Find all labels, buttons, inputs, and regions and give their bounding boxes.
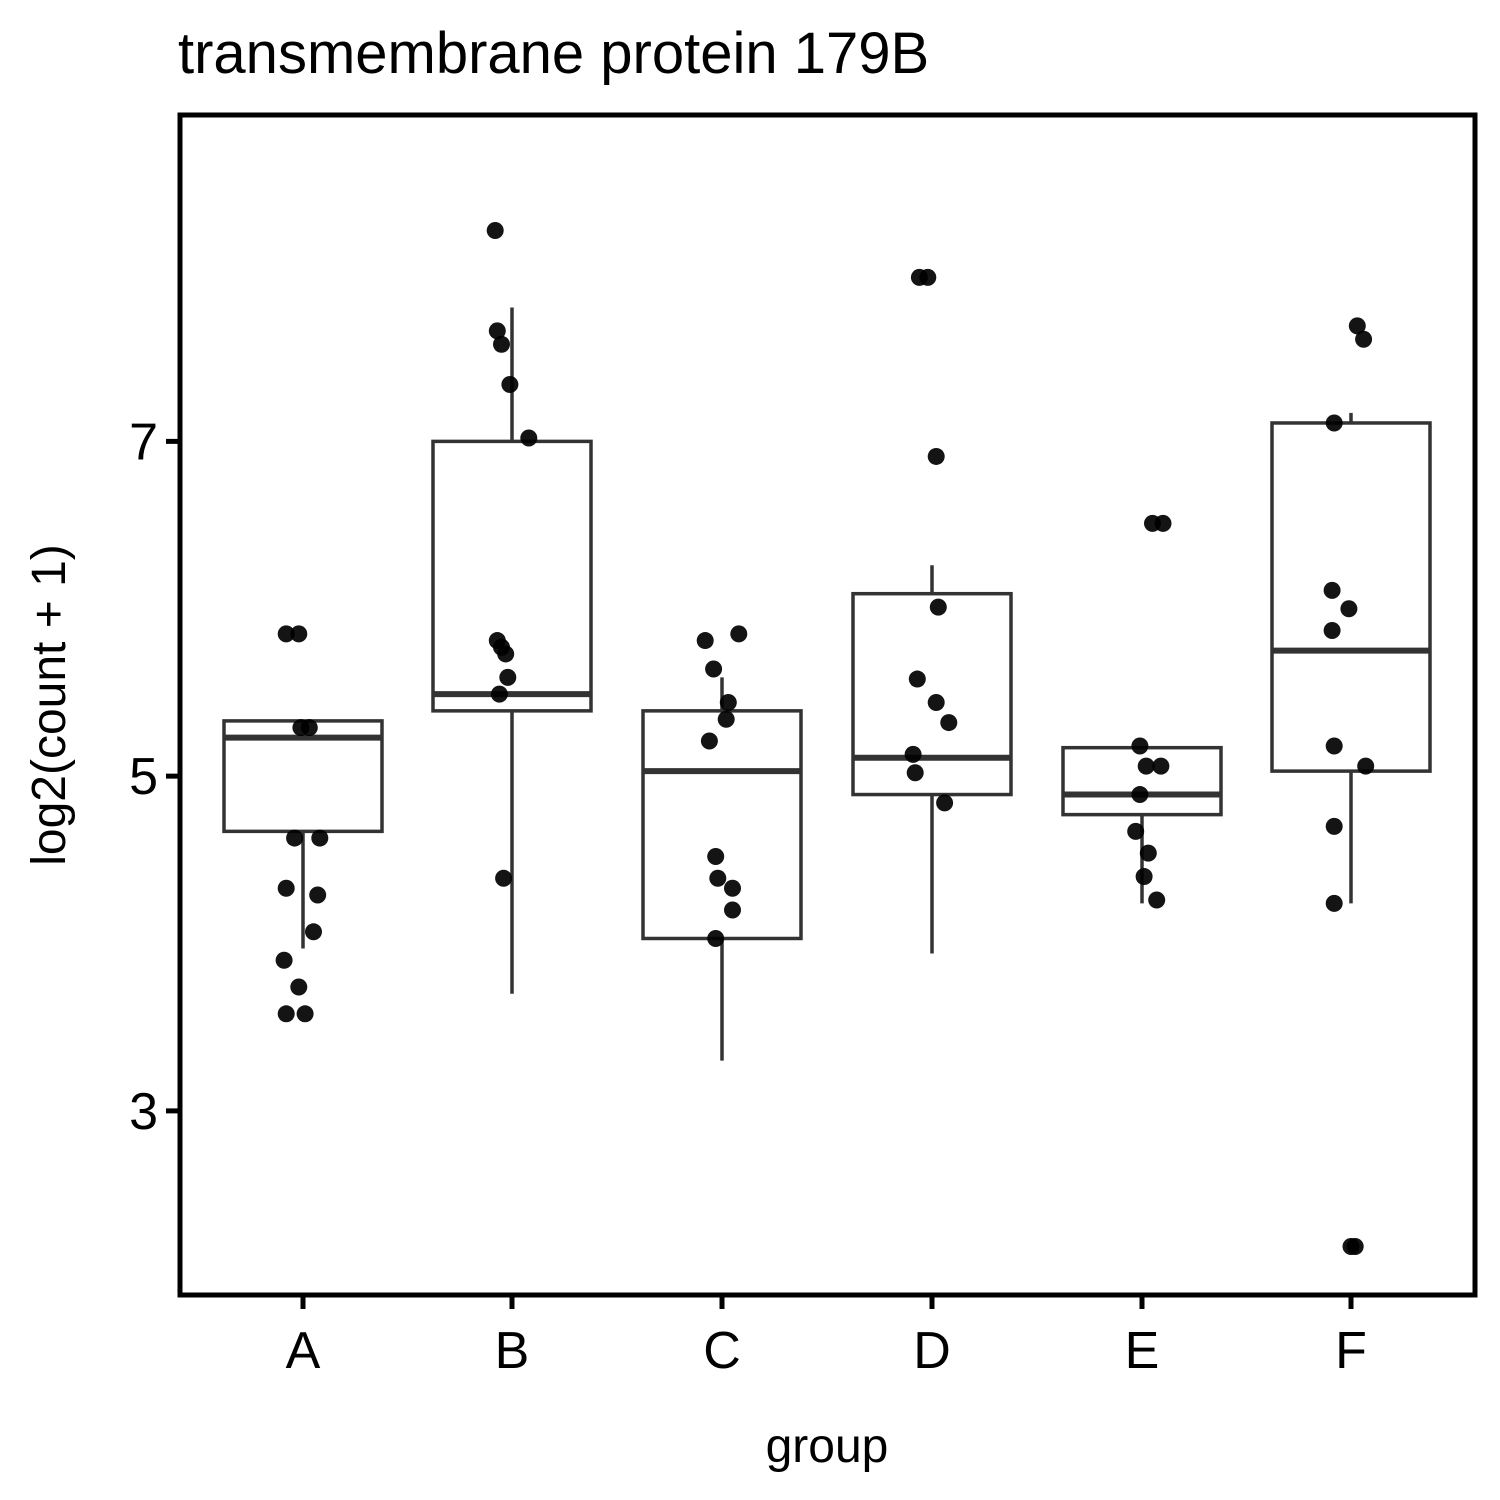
point-E [1152, 757, 1170, 775]
point-C [709, 869, 727, 887]
point-A [277, 1005, 295, 1023]
box-rect [851, 591, 1013, 797]
chart-title: transmembrane protein 179B [178, 21, 929, 86]
point-F [1348, 317, 1366, 335]
point-F [1323, 622, 1341, 640]
point-B [497, 645, 515, 663]
x-tick-label: D [913, 1322, 951, 1380]
point-F [1357, 757, 1375, 775]
box-F [1270, 412, 1432, 904]
point-C [700, 732, 718, 750]
point-F [1355, 330, 1373, 348]
point-F [1325, 414, 1343, 432]
point-B [495, 869, 513, 887]
box-rect [431, 439, 593, 713]
point-A [277, 879, 295, 897]
boxes [222, 307, 1432, 1061]
y-tick-label: 3 [129, 1083, 158, 1141]
point-F [1340, 600, 1358, 618]
point-F [1325, 737, 1343, 755]
y-tick-label: 5 [129, 748, 158, 806]
point-F [1325, 817, 1343, 835]
point-B [486, 221, 504, 239]
point-E [1137, 757, 1155, 775]
box-A [222, 719, 384, 949]
x-axis: A B C D E F [286, 1295, 1367, 1380]
point-C [724, 879, 741, 897]
point-B [493, 335, 510, 353]
x-tick-label: B [495, 1322, 530, 1380]
point-C [730, 625, 748, 643]
point-E [1131, 737, 1149, 755]
point-A [290, 978, 308, 996]
point-A [286, 829, 304, 847]
point-A [277, 625, 295, 643]
point-F [1323, 581, 1341, 599]
point-D [904, 745, 922, 763]
y-tick-label: 7 [129, 413, 158, 471]
y-axis-title: log2(count + 1) [23, 544, 76, 866]
point-A [311, 829, 329, 847]
point-C [705, 660, 723, 678]
x-tick-label: F [1335, 1322, 1367, 1380]
point-C [696, 632, 714, 650]
point-C [724, 901, 741, 919]
point-E [1154, 514, 1172, 532]
x-axis-title: group [766, 1420, 889, 1473]
point-C [719, 693, 737, 711]
x-tick-label: A [286, 1322, 321, 1380]
point-E [1139, 844, 1157, 862]
point-D [929, 598, 947, 616]
point-D [919, 268, 937, 286]
box-C [641, 677, 803, 1061]
point-D [927, 447, 945, 465]
point-A [275, 951, 293, 969]
point-A [305, 923, 322, 941]
x-tick-label: C [703, 1322, 741, 1380]
point-D [906, 764, 924, 782]
point-C [707, 847, 725, 865]
point-B [499, 668, 517, 686]
box-rect [1061, 745, 1223, 817]
y-axis: 3 5 7 [129, 413, 180, 1141]
point-E [1148, 891, 1166, 909]
point-C [717, 710, 735, 728]
point-A [300, 719, 318, 737]
point-A [290, 625, 308, 643]
point-B [501, 375, 519, 393]
point-E [1131, 786, 1149, 804]
point-E [1127, 822, 1145, 840]
box-B [431, 307, 593, 994]
plot-panel [177, 112, 1478, 1298]
point-F [1346, 1237, 1364, 1255]
x-tick-label: E [1125, 1322, 1160, 1380]
point-D [908, 670, 926, 688]
data-points [275, 221, 1375, 1255]
box-D [851, 565, 1013, 954]
point-B [520, 429, 538, 447]
point-F [1325, 894, 1343, 912]
point-C [707, 929, 725, 947]
point-D [936, 794, 954, 812]
point-B [488, 322, 506, 340]
box-rect [1270, 421, 1432, 773]
point-A [309, 886, 327, 904]
point-B [490, 685, 508, 703]
box-rect [641, 709, 803, 941]
point-A [296, 1005, 314, 1023]
point-E [1135, 868, 1153, 886]
point-D [940, 714, 958, 732]
point-D [927, 693, 945, 711]
